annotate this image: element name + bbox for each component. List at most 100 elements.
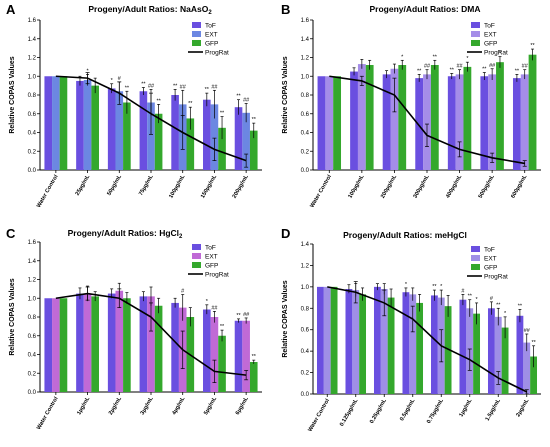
y-tick-label: 0.2 [28,371,37,377]
prograt-line [327,286,528,393]
x-tick-label: Water Control [36,396,60,431]
significance-mark: * [466,56,469,62]
bar-tof [234,320,243,392]
x-tick-label: 25µg/mL [75,174,92,197]
bar-tof [430,295,438,394]
bar-tof [44,298,53,392]
x-tick-label: 0.25µg/mL [369,398,388,425]
significance-mark: ## [524,328,531,334]
legend-swatch-tof [192,244,201,250]
y-tick-label: 0.2 [28,149,37,155]
significance-mark: ** [417,68,422,74]
bar-tof [447,76,456,170]
legend-swatch-gfp [192,262,201,268]
x-tick-label: Water Control [309,174,333,209]
significance-mark: ** [236,94,241,100]
bar-ext [210,317,219,392]
y-tick-label: 0.4 [28,131,37,137]
panel-title-main: Progeny/Adult Ratios: NaAsO [88,4,208,14]
significance-mark: ** [125,85,130,91]
y-tick-label: 1.0 [28,74,37,80]
bar-ext [83,293,92,392]
y-tick-label: 0.0 [28,168,37,174]
bar-ext [380,289,388,394]
bar-ext [323,286,331,394]
x-tick-label: 0.5µg/mL [399,398,417,423]
bar-gfp [154,305,163,392]
y-tick-label: 1.6 [28,240,37,246]
bar-tof [139,91,148,170]
significance-mark: ## [148,83,155,89]
bar-gfp [333,76,342,170]
legend-swatch-ext [192,253,201,259]
significance-mark: ** [220,111,225,117]
bar-ext [147,102,155,170]
bar-tof [516,315,524,394]
bar-gfp [91,85,99,170]
bar-ext [357,64,366,170]
significance-mark: ** [450,67,455,73]
bar-gfp [123,102,131,170]
bar-tof [203,99,211,170]
bar-ext [523,342,531,394]
legend-swatch-tof [192,22,201,28]
y-tick-label: 1.4 [301,37,310,43]
x-tick-label: 5µg/mL [203,396,218,417]
bar-gfp [218,335,226,392]
panel-title: Progeny/Adult Ratios: NaAsO2 [88,4,212,16]
y-tick-label: 1.4 [28,37,37,43]
significance-mark: * [499,51,502,57]
panel-letter: A [6,2,16,17]
bar-ext [115,290,124,392]
bar-ext [390,68,399,170]
bar-ext [409,294,417,394]
bar-tof [415,78,424,170]
bar-tof [139,296,148,392]
x-tick-label: 6µg/mL [235,396,250,417]
bar-ext [242,320,250,392]
y-tick-label: 0.0 [301,392,310,398]
legend-swatch-tof [471,22,480,28]
bar-gfp [186,118,195,170]
y-axis-label: Relative COPAS Values [9,278,16,355]
y-tick-label: 0.8 [301,93,310,99]
y-tick-label: 1.2 [28,278,37,284]
y-tick-label: 1.0 [301,285,310,291]
panel-title-main: Progeny/Adult Ratios: DMA [370,4,481,14]
y-tick-label: 0.6 [28,112,37,118]
bar-ext [210,104,219,170]
significance-mark: ## [180,84,187,90]
significance-mark: # [118,76,122,82]
x-tick-label: Water Control [307,398,331,433]
panel-letter: B [281,2,290,17]
bar-gfp [330,286,338,394]
bar-gfp [218,127,226,170]
bar-tof [316,286,324,394]
significance-mark: ** [530,43,535,49]
y-tick-label: 0.8 [301,306,310,312]
significance-mark: * [440,284,443,290]
significance-mark: ** [432,284,437,290]
panel-title-main: Progeny/Adult Ratios: meHgCl [343,230,467,240]
bar-tof [402,292,410,394]
y-tick-label: 1.6 [28,18,37,24]
x-tick-label: 0.75µg/mL [426,398,445,425]
significance-mark: ** [141,82,146,88]
bar-tof [171,95,179,170]
y-axis-label: Relative COPAS Values [9,56,16,133]
bar-ext [520,74,529,170]
significance-mark: * [206,299,209,305]
significance-mark: ** [531,340,536,346]
x-tick-label: 1µg/mL [458,398,473,419]
significance-mark: ** [252,354,257,360]
significance-mark: ** [496,302,501,308]
x-tick-label: 50µg/mL [106,174,123,197]
bar-tof [373,286,381,394]
bar-ext [352,290,360,394]
legend-label: ToF [484,247,495,254]
x-tick-label: 1.5µg/mL [485,398,503,423]
bar-tof [107,293,116,392]
legend-label: EXT [484,32,497,39]
bar-gfp [528,54,537,170]
